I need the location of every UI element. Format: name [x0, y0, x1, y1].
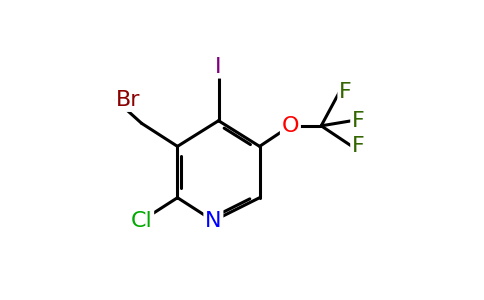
- Text: F: F: [352, 136, 365, 156]
- Text: F: F: [352, 111, 365, 131]
- Text: O: O: [282, 116, 299, 136]
- Text: F: F: [339, 82, 352, 103]
- Text: Br: Br: [116, 90, 140, 110]
- Text: I: I: [215, 57, 222, 77]
- Text: N: N: [205, 211, 222, 231]
- Text: Cl: Cl: [131, 211, 152, 231]
